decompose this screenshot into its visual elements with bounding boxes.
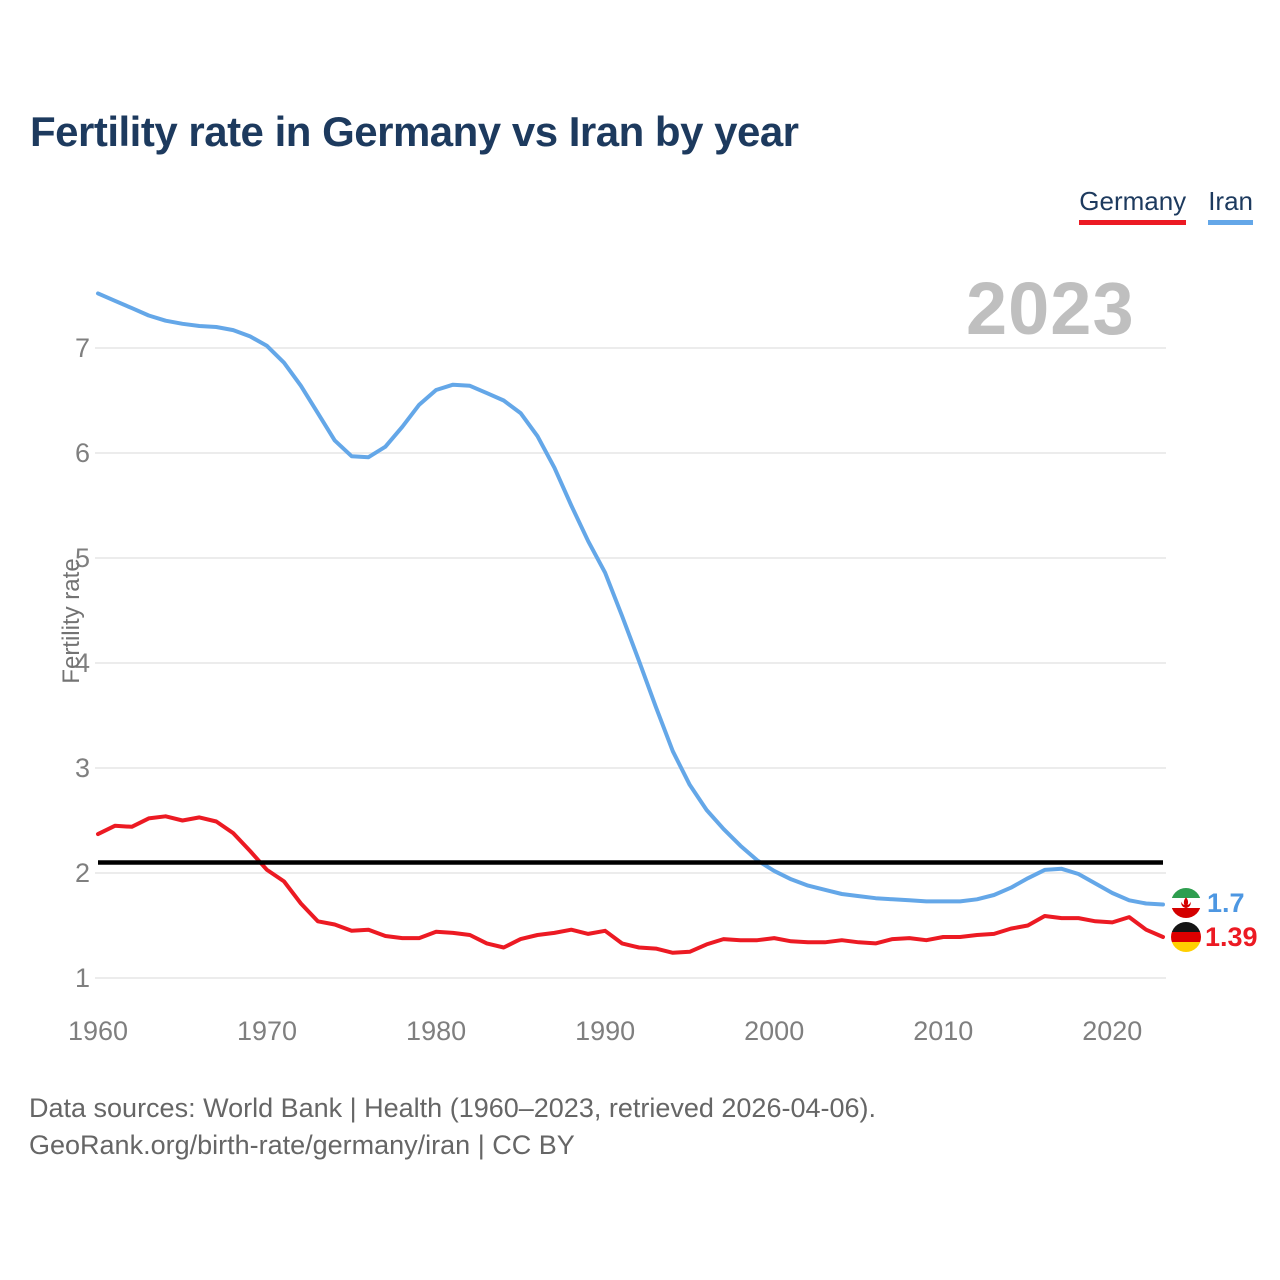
y-axis-title: Fertility rate [58,558,85,684]
source-note: Data sources: World Bank | Health (1960–… [29,1090,876,1164]
x-tick-label: 1960 [68,1016,128,1046]
germany-flag-icon [1171,922,1201,952]
x-tick-label: 2020 [1082,1016,1142,1046]
y-tick-label: 1 [75,963,90,993]
x-tick-label: 2010 [913,1016,973,1046]
y-tick-label: 3 [75,753,90,783]
x-tick-label: 1970 [237,1016,297,1046]
y-tick-label: 5 [75,543,90,573]
germany-end-value: 1.39 [1205,922,1258,952]
iran-end-value: 1.7 [1207,888,1245,918]
germany-line[interactable] [96,814,1165,955]
page-title: Fertility rate in Germany vs Iran by yea… [30,108,799,155]
legend-item-iran[interactable]: Iran [1208,186,1253,225]
legend-item-germany[interactable]: Germany [1079,186,1187,225]
x-tick-label: 1980 [406,1016,466,1046]
source-line: Data sources: World Bank | Health (1960–… [29,1093,876,1123]
legend: Germany Iran [1079,186,1253,225]
y-tick-label: 6 [75,438,90,468]
iran-line[interactable] [96,291,1165,907]
y-tick-label: 7 [75,333,90,363]
x-tick-label: 2000 [744,1016,804,1046]
x-tick-label: 1990 [575,1016,635,1046]
iran-flag-icon [1171,888,1201,918]
watermark-year: 2023 [966,267,1135,350]
y-tick-label: 2 [75,858,90,888]
iran-emblem-icon [1181,897,1191,909]
attribution-line: GeoRank.org/birth-rate/germany/iran | CC… [29,1130,575,1160]
y-tick-label: 4 [75,648,90,678]
